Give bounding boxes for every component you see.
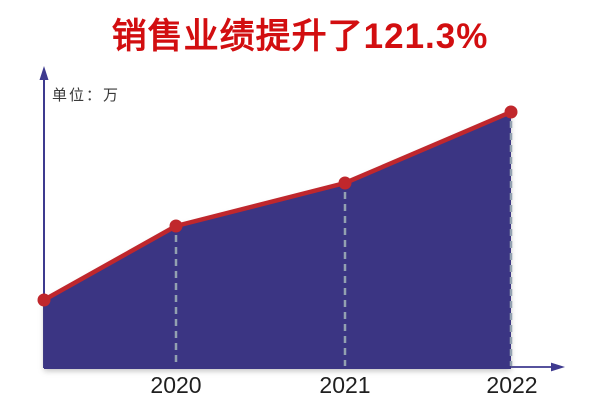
x-axis-label-2020: 2020 — [150, 372, 202, 398]
trend-line — [41, 109, 514, 303]
data-point-marker — [338, 176, 352, 190]
data-point-marker — [504, 105, 518, 119]
y-axis-arrow-icon — [39, 66, 49, 80]
chart-title: 销售业绩提升了121.3% — [111, 17, 489, 56]
data-point-marker — [169, 219, 183, 233]
plot-layer — [37, 105, 518, 369]
x-axis-label-2021: 2021 — [319, 372, 371, 398]
x-axis-label-2022: 2022 — [486, 372, 538, 398]
x-axis-arrow-icon — [551, 362, 565, 372]
y-axis-unit-label: 单位：万 — [52, 87, 121, 104]
data-point-marker — [37, 293, 51, 307]
area-fill — [44, 112, 511, 369]
